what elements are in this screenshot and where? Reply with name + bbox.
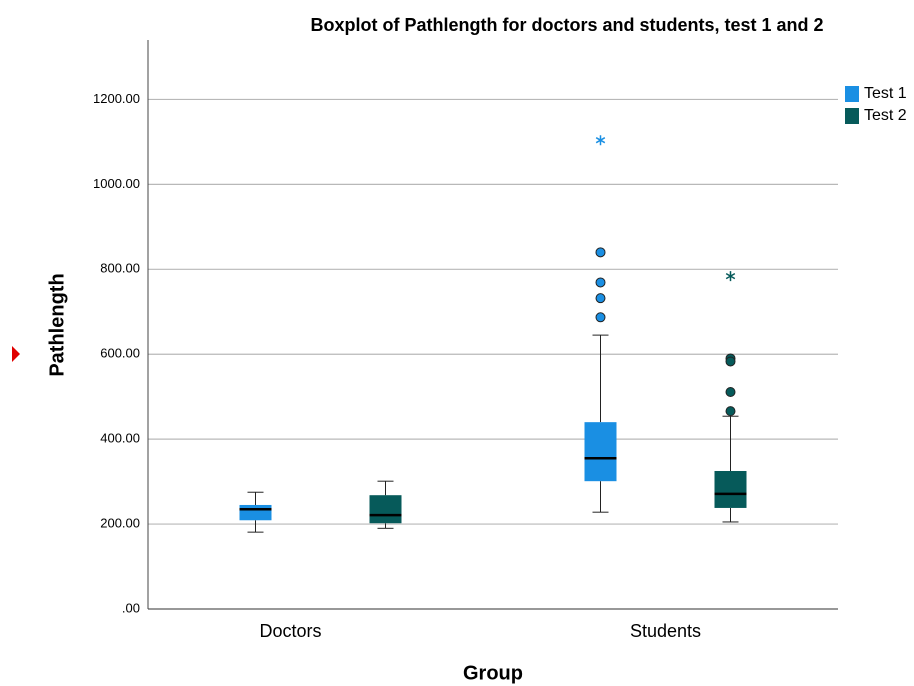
box <box>714 470 747 508</box>
box <box>239 504 272 521</box>
legend-label: Test 1 <box>864 85 907 102</box>
outlier <box>725 356 736 367</box>
x-tick-label: Doctors <box>259 621 321 641</box>
y-tick-label: 1000.00 <box>93 176 140 191</box>
y-tick-label: 400.00 <box>100 431 140 446</box>
outlier <box>725 406 736 417</box>
outlier <box>595 247 606 258</box>
outlier <box>595 277 606 288</box>
outlier <box>595 293 606 304</box>
y-tick-label: 600.00 <box>100 346 140 361</box>
extreme-point <box>595 135 606 146</box>
box <box>584 422 617 482</box>
outlier <box>725 387 736 398</box>
outlier <box>595 312 606 323</box>
x-tick-label: Students <box>630 621 701 641</box>
extreme-point <box>725 271 736 282</box>
x-axis-label: Group <box>463 662 523 684</box>
y-tick-label: .00 <box>122 600 140 615</box>
box <box>369 495 402 524</box>
y-tick-label: 200.00 <box>100 516 140 531</box>
legend-swatch <box>845 108 859 124</box>
y-tick-label: 1200.00 <box>93 91 140 106</box>
marker-triangle <box>12 346 20 362</box>
y-tick-label: 800.00 <box>100 261 140 276</box>
legend-label: Test 2 <box>864 107 907 124</box>
y-axis-label: Pathlength <box>46 273 68 376</box>
legend-swatch <box>845 86 859 102</box>
chart-title: Boxplot of Pathlength for doctors and st… <box>310 15 823 35</box>
